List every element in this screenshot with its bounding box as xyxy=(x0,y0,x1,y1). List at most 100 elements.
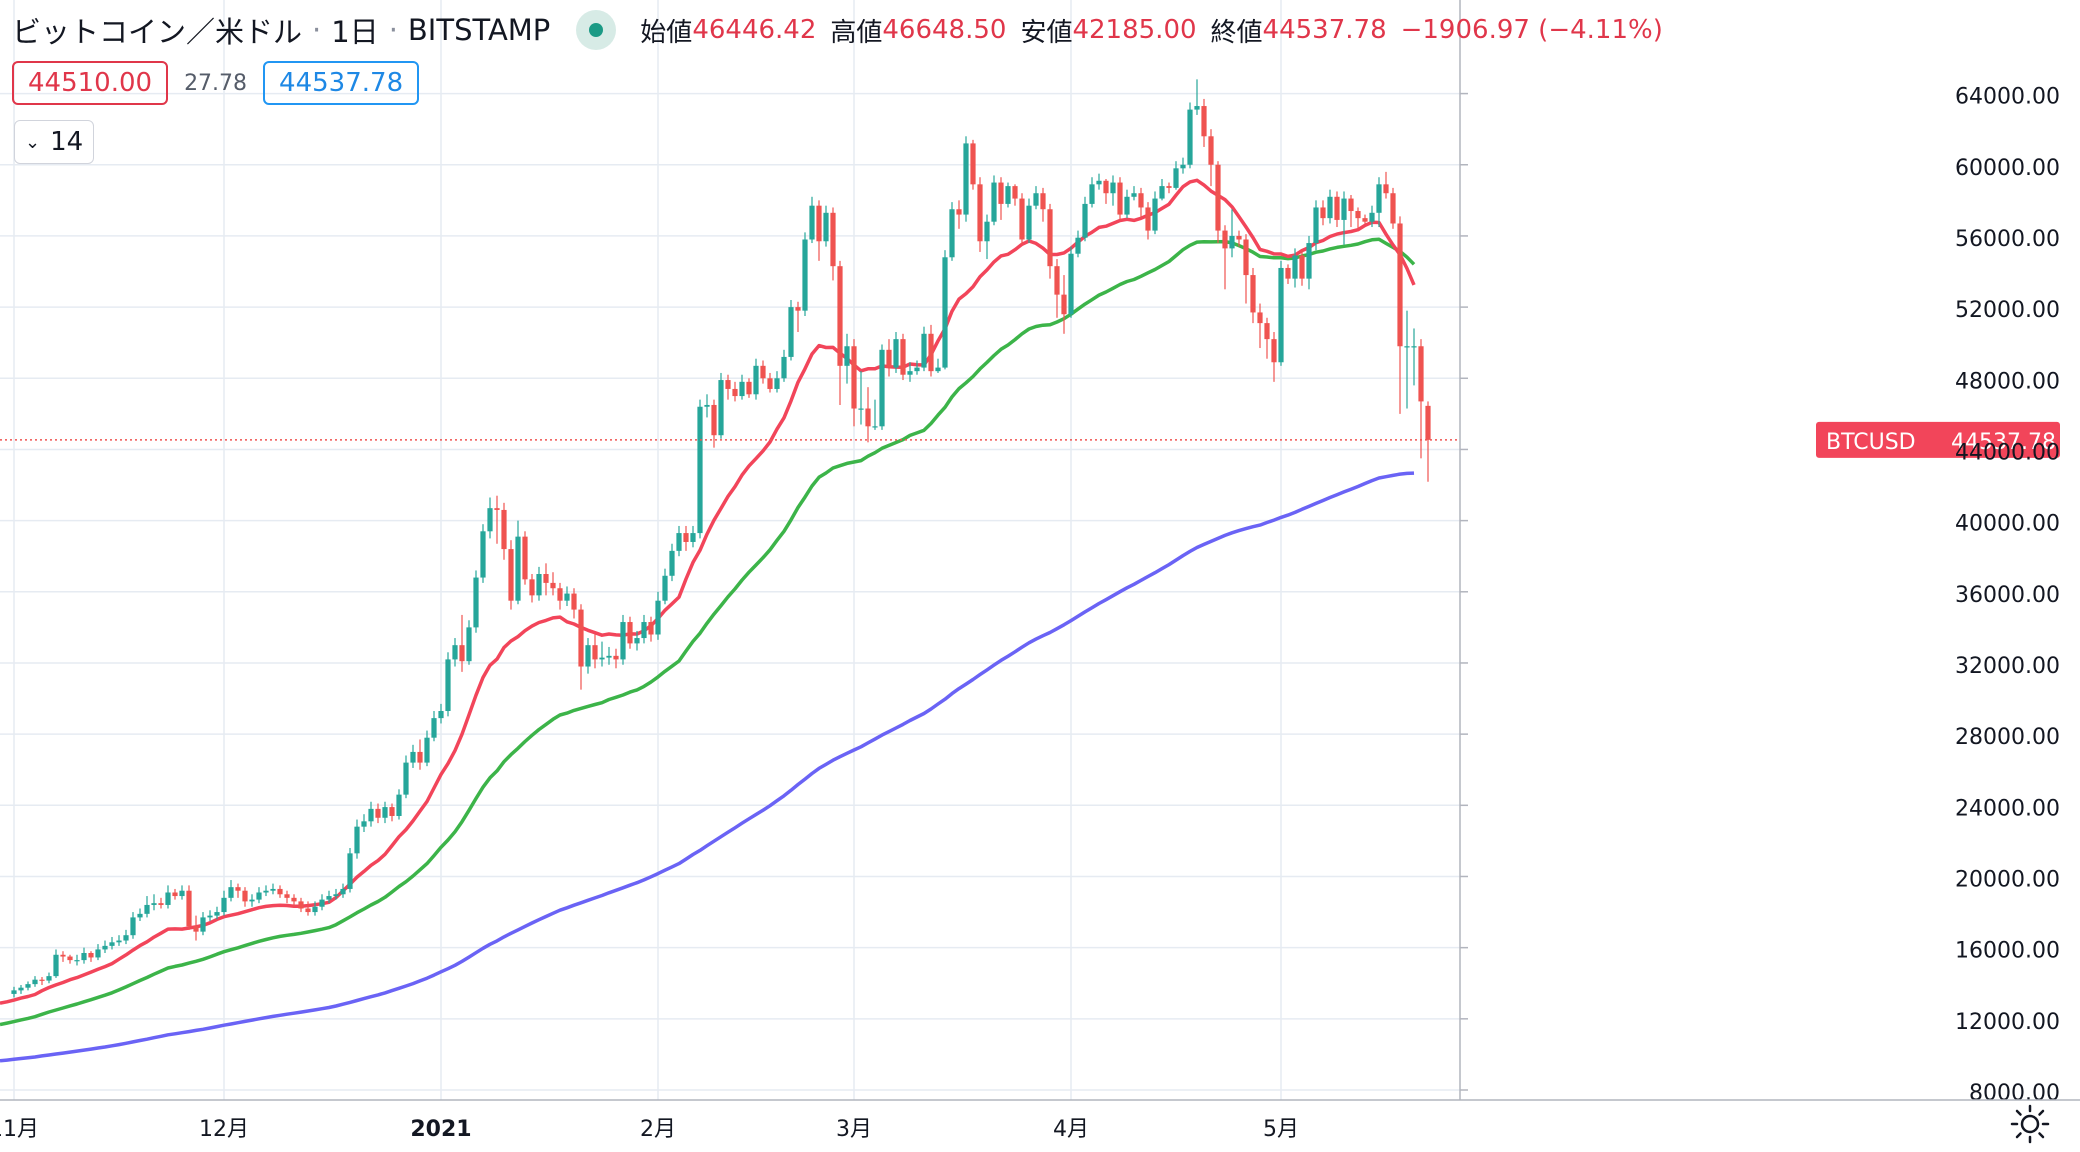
candle xyxy=(816,200,822,261)
candle xyxy=(1306,235,1312,290)
candle xyxy=(32,976,38,987)
candle-body xyxy=(1215,164,1221,231)
candle-body xyxy=(333,894,339,897)
y-tick-label: 12000.00 xyxy=(1955,1010,2060,1035)
candle xyxy=(1292,248,1298,288)
candle-body xyxy=(375,808,381,818)
candle xyxy=(893,332,899,373)
candle-body xyxy=(1243,239,1249,276)
candle xyxy=(991,175,997,226)
candle-body xyxy=(662,575,668,601)
candle xyxy=(1026,198,1032,244)
candle-body xyxy=(1257,312,1263,324)
candle xyxy=(1334,191,1340,228)
candle-body xyxy=(1124,196,1130,215)
candle-body xyxy=(1173,168,1179,188)
candle-body xyxy=(718,380,724,436)
indicators-toggle-button[interactable]: ⌄ 14 xyxy=(14,120,95,164)
close-label: 終値 xyxy=(1210,17,1263,48)
candle xyxy=(1355,207,1361,229)
header-separator: · xyxy=(312,13,322,47)
candle xyxy=(718,372,724,439)
buy-price-button[interactable]: 44537.78 xyxy=(263,61,420,105)
candle-body xyxy=(977,184,983,242)
y-tick-label: 60000.00 xyxy=(1955,156,2060,181)
candle-body xyxy=(522,536,528,580)
candle-body xyxy=(88,952,94,958)
candle xyxy=(655,591,661,640)
candle xyxy=(81,947,87,964)
candle xyxy=(1145,202,1151,240)
candle-body xyxy=(844,346,850,366)
candle-body xyxy=(641,622,647,639)
candle xyxy=(410,744,416,768)
candle xyxy=(900,333,906,381)
candle xyxy=(1047,203,1053,279)
candle xyxy=(67,954,73,964)
candle xyxy=(445,652,451,717)
candlesticks xyxy=(11,79,1431,998)
interval-label[interactable]: 1日 xyxy=(331,15,379,49)
change-value: −1906.97 (−4.11%) xyxy=(1400,15,1663,45)
candle xyxy=(613,648,619,669)
candle-body xyxy=(991,182,997,222)
sell-price-button[interactable]: 44510.00 xyxy=(12,61,169,105)
candle-body xyxy=(1264,323,1270,340)
candle xyxy=(1103,178,1109,204)
candle xyxy=(1054,259,1060,318)
candle xyxy=(487,497,493,539)
candle-body xyxy=(816,205,822,242)
candle xyxy=(564,586,570,607)
candle-body xyxy=(144,904,150,914)
candle xyxy=(18,985,24,994)
candle-body xyxy=(823,212,829,242)
candle xyxy=(158,897,164,909)
ohlc-values: 始値 46446.42 高値 46648.50 安値 42185.00 終値 44537… xyxy=(640,12,1663,49)
candle-body xyxy=(298,901,304,909)
candle xyxy=(921,326,927,372)
candle xyxy=(333,888,339,900)
candle xyxy=(711,399,717,448)
candle xyxy=(1243,234,1249,304)
candle-body xyxy=(361,821,367,827)
candle xyxy=(522,531,528,585)
candle-body xyxy=(102,945,108,950)
candle-body xyxy=(11,990,17,994)
candle-body xyxy=(53,954,59,977)
candle xyxy=(1019,193,1025,245)
indicators-count: 14 xyxy=(50,127,84,157)
candle-body xyxy=(32,979,38,985)
candle-body xyxy=(95,949,101,958)
candle-body xyxy=(606,655,612,658)
candle xyxy=(1040,187,1046,222)
candle xyxy=(123,929,129,945)
candle-body xyxy=(690,533,696,542)
candle-body xyxy=(1208,136,1214,165)
candle-body xyxy=(550,582,556,589)
candle-body xyxy=(893,339,899,368)
candle-body xyxy=(242,890,248,902)
candle-body xyxy=(438,711,444,719)
candle-body xyxy=(767,378,773,389)
candle xyxy=(739,374,745,400)
moving-average-lines xyxy=(0,178,1416,1063)
candle-body xyxy=(1250,275,1256,313)
candle xyxy=(1117,177,1123,220)
candle-body xyxy=(683,533,689,542)
candle xyxy=(536,566,542,601)
symbol-title[interactable]: ビットコイン／米ドル xyxy=(12,15,303,49)
candle-body xyxy=(193,926,199,932)
candle xyxy=(1376,177,1382,228)
candle xyxy=(1348,195,1354,228)
candle-body xyxy=(1348,198,1354,212)
candle xyxy=(256,887,262,904)
candle-body xyxy=(865,408,871,427)
sun-icon[interactable] xyxy=(2010,1104,2050,1144)
candle-body xyxy=(774,378,780,389)
candle-body xyxy=(123,935,129,941)
candle-body xyxy=(347,853,353,889)
candle-body xyxy=(711,404,717,436)
candle-body xyxy=(886,349,892,368)
candle-body xyxy=(354,826,360,854)
